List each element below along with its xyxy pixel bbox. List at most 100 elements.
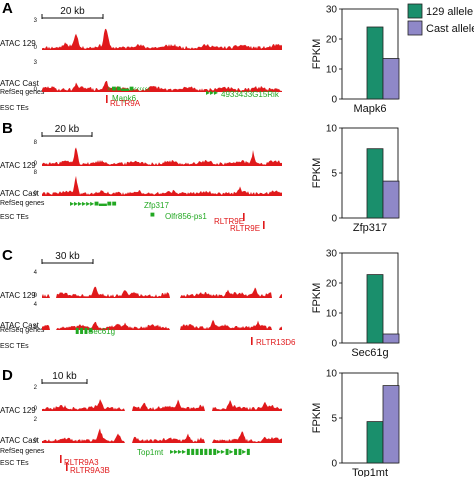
gene-model: ▸▸▸ bbox=[206, 88, 218, 97]
te-label: RLTR9A3 bbox=[64, 458, 99, 467]
panel-letter: C bbox=[2, 247, 13, 264]
x-category-label: Zfp317 bbox=[353, 222, 387, 234]
track-label-atac-cast: ATAC Cast bbox=[0, 189, 40, 198]
atac-cast-axis-min: 0 bbox=[34, 325, 38, 331]
track-label-refseq: RefSeq genes bbox=[0, 200, 45, 207]
track-label-refseq: RefSeq genes bbox=[0, 448, 45, 455]
atac-cast-axis-min: 0 bbox=[34, 87, 38, 93]
te-label: RLTR9A bbox=[110, 99, 141, 108]
y-tick-label: 0 bbox=[331, 459, 337, 470]
panel-d: D 10 kb ATAC 129 ATAC Cast RefSeq genes ESC T… bbox=[0, 367, 400, 477]
legend-label-0: 129 allele bbox=[426, 6, 473, 18]
gene-label: Mapk6 bbox=[112, 94, 137, 103]
gene-model: ▸▸▸▸▮▮▮▮▮▮▮▸▸▮▸▮▮▸▮ bbox=[170, 447, 251, 456]
track-label-atac129: ATAC 129 bbox=[0, 39, 36, 48]
gene-label: Sec61g bbox=[88, 327, 115, 336]
atac129-signal bbox=[42, 286, 282, 298]
legend-swatch-0 bbox=[407, 3, 423, 19]
bar-cast bbox=[382, 180, 400, 219]
panel-letter: A bbox=[2, 0, 13, 17]
te-mark bbox=[243, 213, 245, 221]
te-label: RLTR9A3B bbox=[70, 466, 110, 475]
panel-letter: B bbox=[2, 120, 13, 137]
y-tick-label: 20 bbox=[326, 35, 338, 46]
te-mark bbox=[106, 95, 108, 103]
bar-129 bbox=[366, 26, 384, 100]
atac129-axis-max: 4 bbox=[34, 270, 38, 276]
y-tick-label: 5 bbox=[331, 414, 337, 425]
bar-129 bbox=[366, 421, 384, 464]
track-label-atac129: ATAC 129 bbox=[0, 161, 36, 170]
atac-cast-axis-max: 2 bbox=[34, 417, 38, 423]
panel-b: B 20 kb ATAC 129 ATAC Cast RefSeq genes ESC T… bbox=[0, 120, 400, 234]
x-category-label: Top1mt bbox=[352, 467, 388, 477]
y-tick-label: 10 bbox=[326, 369, 338, 380]
x-category-label: Sec61g bbox=[351, 347, 388, 359]
atac-cast-signal bbox=[42, 175, 282, 196]
y-tick-label: 10 bbox=[326, 309, 338, 320]
track-label-atac-cast: ATAC Cast bbox=[0, 436, 40, 445]
te-mark bbox=[251, 337, 253, 345]
y-axis-label: FPKM bbox=[311, 283, 323, 314]
atac129-signal bbox=[42, 28, 282, 50]
gene-label: Olfr856-ps1 bbox=[165, 212, 207, 221]
atac-cast-axis-max: 3 bbox=[34, 60, 38, 66]
track-label-refseq: RefSeq genes bbox=[0, 327, 45, 334]
te-label: RLTR9E bbox=[230, 224, 260, 233]
y-axis-label: FPKM bbox=[311, 39, 323, 70]
y-tick-label: 0 bbox=[331, 214, 337, 225]
track-label-esc-tes: ESC TEs bbox=[0, 460, 29, 467]
atac129-signal bbox=[42, 147, 282, 166]
y-tick-label: 0 bbox=[331, 95, 337, 106]
gene-model: ▮▮▮■ bbox=[75, 326, 93, 335]
bar-cast bbox=[382, 333, 400, 344]
bar-cast bbox=[382, 58, 400, 100]
track-label-esc-tes: ESC TEs bbox=[0, 343, 29, 350]
scale-bar-label: 20 kb bbox=[55, 124, 80, 135]
gene-model: ■ bbox=[150, 210, 155, 219]
atac-cast-axis-min: 0 bbox=[34, 191, 38, 197]
atac129-axis-min: 0 bbox=[34, 293, 38, 299]
y-tick-label: 10 bbox=[326, 65, 338, 76]
y-tick-label: 0 bbox=[331, 339, 337, 350]
bar-129 bbox=[366, 148, 384, 219]
track-label-atac129: ATAC 129 bbox=[0, 291, 36, 300]
atac129-axis-min: 0 bbox=[34, 45, 38, 51]
atac-cast-axis-min: 0 bbox=[34, 438, 38, 444]
y-axis-label: FPKM bbox=[311, 158, 323, 189]
atac129-axis-min: 0 bbox=[34, 406, 38, 412]
atac-cast-signal bbox=[42, 319, 282, 330]
gene-label: 4933433G15Rik bbox=[221, 90, 280, 99]
bar-cast bbox=[382, 385, 400, 464]
atac129-axis-min: 0 bbox=[34, 161, 38, 167]
panel-letter: D bbox=[2, 367, 13, 384]
track-label-refseq: RefSeq genes bbox=[0, 89, 45, 96]
atac129-signal bbox=[42, 399, 282, 411]
y-tick-label: 10 bbox=[326, 124, 338, 135]
gene-model: »■■▬■‹‹‹‹‹‹ bbox=[107, 84, 150, 93]
te-label: RLTR9E bbox=[214, 217, 244, 226]
y-tick-label: 30 bbox=[326, 5, 338, 16]
scale-bar-label: 20 kb bbox=[60, 6, 85, 17]
scale-bar-label: 10 kb bbox=[52, 371, 77, 382]
atac129-axis-max: 2 bbox=[34, 385, 38, 391]
atac129-axis-max: 3 bbox=[34, 18, 38, 24]
gene-label: Top1mt bbox=[137, 448, 164, 457]
legend-swatch-1 bbox=[407, 20, 423, 36]
te-mark bbox=[66, 463, 68, 471]
bar-129 bbox=[366, 274, 384, 344]
track-label-atac-cast: ATAC Cast bbox=[0, 79, 40, 88]
atac-cast-axis-max: 8 bbox=[34, 170, 38, 176]
track-label-atac129: ATAC 129 bbox=[0, 406, 36, 415]
track-label-esc-tes: ESC TEs bbox=[0, 105, 29, 112]
atac129-axis-max: 8 bbox=[34, 140, 38, 146]
y-axis-label: FPKM bbox=[311, 403, 323, 434]
te-mark bbox=[263, 221, 265, 229]
track-label-atac-cast: ATAC Cast bbox=[0, 321, 40, 330]
y-tick-label: 20 bbox=[326, 279, 338, 290]
gene-model: ▸▸▸▸▸▸■▬■■ bbox=[70, 199, 117, 208]
track-label-esc-tes: ESC TEs bbox=[0, 214, 29, 221]
